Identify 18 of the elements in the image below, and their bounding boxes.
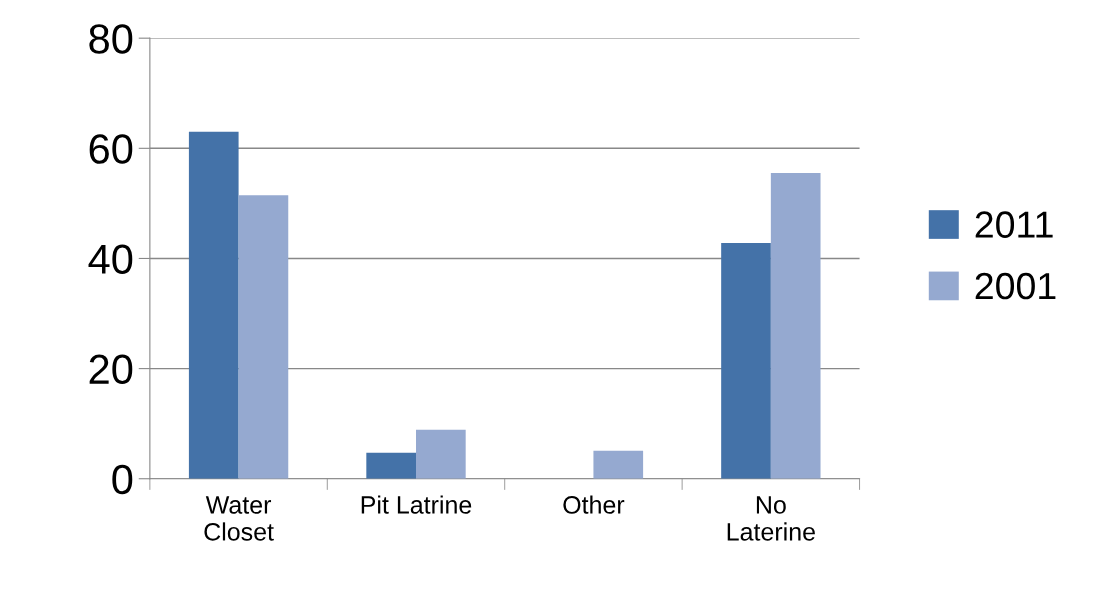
- legend-label: 2011: [975, 211, 1053, 238]
- y-tick-label: 80: [89, 24, 133, 54]
- y-tick-label: 0: [112, 464, 133, 495]
- bar: [593, 450, 644, 479]
- y-tick-label: 60: [89, 134, 133, 164]
- x-tick-label: Other: [563, 495, 625, 514]
- bar: [416, 429, 466, 479]
- bar: [366, 452, 417, 479]
- bar: [721, 243, 771, 479]
- y-tick-label: 20: [89, 354, 133, 385]
- x-tick-label: No Laterine: [727, 496, 815, 541]
- y-tick-label: 40: [88, 244, 133, 274]
- bar: [770, 173, 821, 479]
- legend-label: 2001: [975, 272, 1056, 300]
- bar: [188, 131, 239, 479]
- bar: [238, 195, 289, 479]
- x-tick-label: Pit Latrine: [361, 495, 472, 514]
- x-tick-label: Water Closet: [204, 496, 274, 541]
